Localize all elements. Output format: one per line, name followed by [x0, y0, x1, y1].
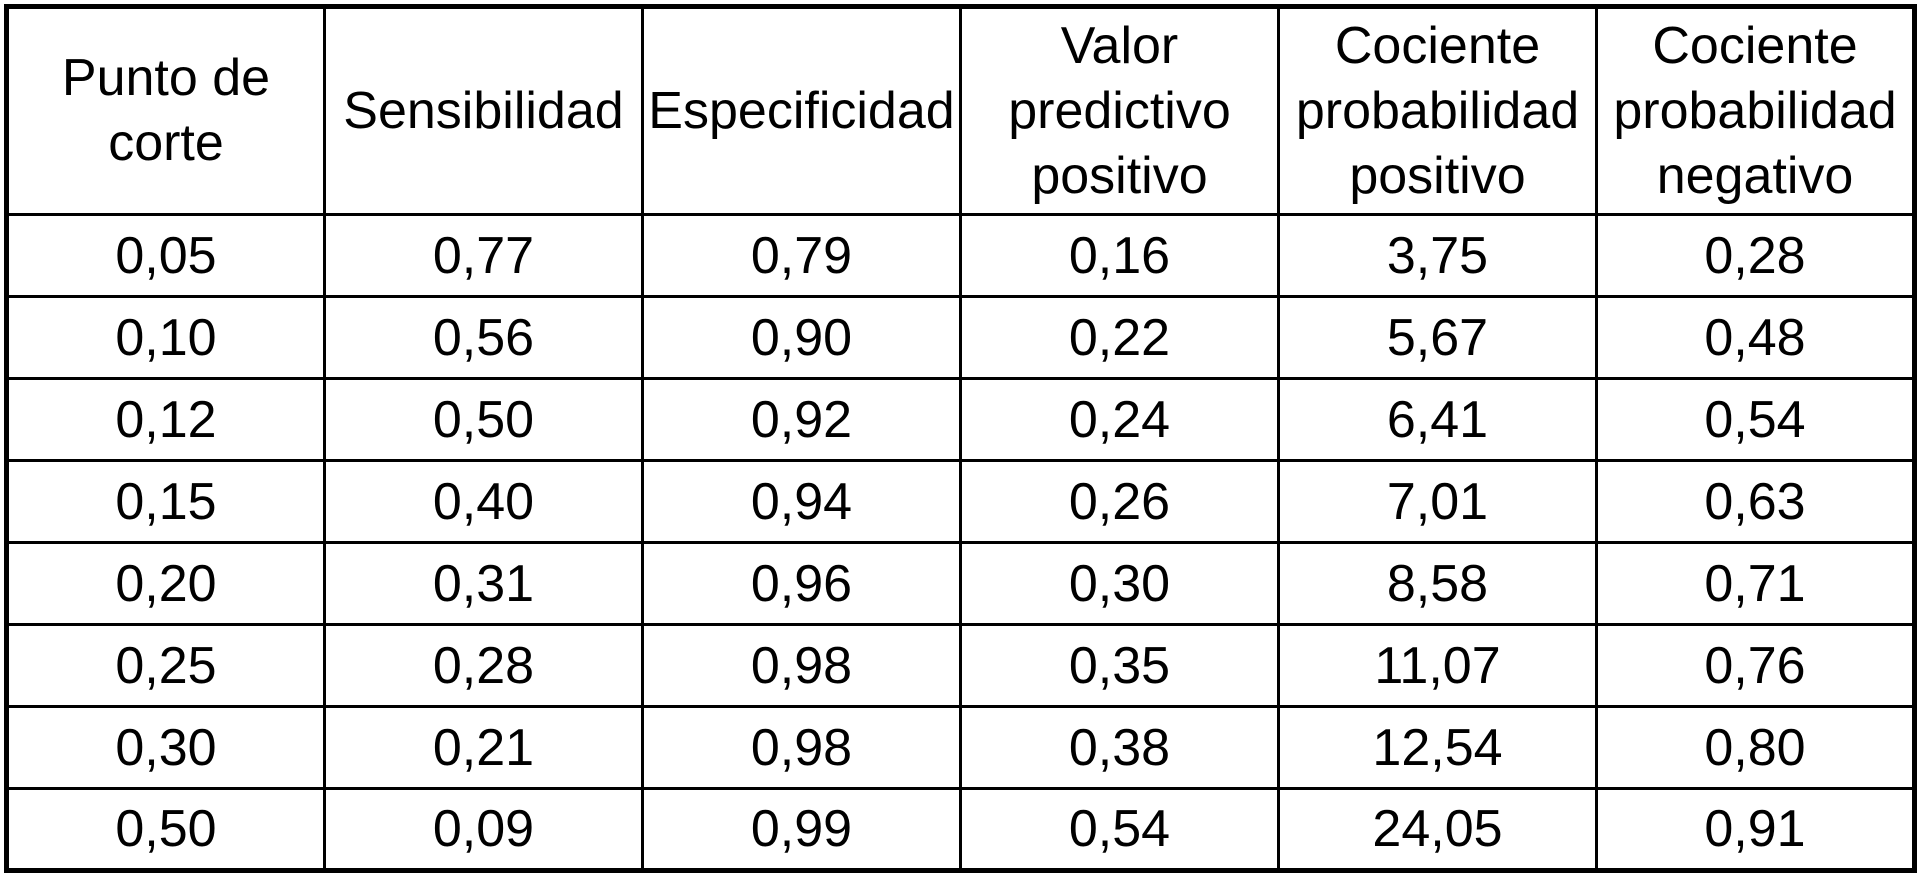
data-cell: 0,38 [959, 705, 1280, 790]
data-cell: 0,26 [959, 459, 1280, 544]
table-row: 0,10 0,56 0,90 0,22 5,67 0,48 [5, 295, 1916, 380]
data-cell: 0,56 [323, 295, 644, 380]
header-cell-especificidad: Especificidad [641, 5, 962, 216]
data-cell: 0,09 [323, 787, 644, 872]
header-cell-cociente-probabilidad-positivo: Cociente probabilidad positivo [1277, 5, 1598, 216]
data-cell: 0,90 [641, 295, 962, 380]
data-cell: 0,16 [959, 213, 1280, 298]
header-cell-punto-de-corte: Punto de corte [5, 5, 326, 216]
data-cell: 0,76 [1595, 623, 1916, 708]
data-cell: 0,25 [5, 623, 326, 708]
data-cell: 0,98 [641, 623, 962, 708]
data-cell: 8,58 [1277, 541, 1598, 626]
header-cell-valor-predictivo-positivo: Valor predictivo positivo [959, 5, 1280, 216]
data-cell: 0,99 [641, 787, 962, 872]
data-cell: 5,67 [1277, 295, 1598, 380]
data-cell: 0,98 [641, 705, 962, 790]
header-cell-cociente-probabilidad-negativo: Cociente probabilidad negativo [1595, 5, 1916, 216]
data-cell: 3,75 [1277, 213, 1598, 298]
data-cell: 0,20 [5, 541, 326, 626]
data-cell: 0,54 [959, 787, 1280, 872]
data-cell: 0,12 [5, 377, 326, 462]
table-row: 0,50 0,09 0,99 0,54 24,05 0,91 [5, 787, 1916, 872]
data-cell: 0,77 [323, 213, 644, 298]
table-row: 0,05 0,77 0,79 0,16 3,75 0,28 [5, 213, 1916, 298]
data-cell: 0,50 [5, 787, 326, 872]
data-cell: 0,92 [641, 377, 962, 462]
table-row: 0,25 0,28 0,98 0,35 11,07 0,76 [5, 623, 1916, 708]
data-cell: 6,41 [1277, 377, 1598, 462]
data-cell: 0,63 [1595, 459, 1916, 544]
table-header: Punto de corte Sensibilidad Especificida… [5, 5, 1916, 216]
data-cell: 0,80 [1595, 705, 1916, 790]
data-cell: 0,28 [1595, 213, 1916, 298]
data-cell: 0,30 [5, 705, 326, 790]
data-cell: 0,35 [959, 623, 1280, 708]
table-body: 0,05 0,77 0,79 0,16 3,75 0,28 0,10 0,56 … [5, 213, 1916, 872]
data-cell: 0,15 [5, 459, 326, 544]
data-cell: 0,71 [1595, 541, 1916, 626]
header-cell-sensibilidad: Sensibilidad [323, 5, 644, 216]
data-cell: 0,10 [5, 295, 326, 380]
data-cell: 12,54 [1277, 705, 1598, 790]
data-cell: 0,24 [959, 377, 1280, 462]
header-row: Punto de corte Sensibilidad Especificida… [5, 5, 1916, 216]
data-cell: 0,91 [1595, 787, 1916, 872]
data-cell: 0,22 [959, 295, 1280, 380]
table-container: Punto de corte Sensibilidad Especificida… [4, 4, 1917, 873]
data-cell: 11,07 [1277, 623, 1598, 708]
data-cell: 0,31 [323, 541, 644, 626]
data-cell: 0,28 [323, 623, 644, 708]
data-cell: 0,96 [641, 541, 962, 626]
data-cell: 0,05 [5, 213, 326, 298]
data-cell: 0,30 [959, 541, 1280, 626]
data-cell: 0,48 [1595, 295, 1916, 380]
data-cell: 7,01 [1277, 459, 1598, 544]
table-row: 0,20 0,31 0,96 0,30 8,58 0,71 [5, 541, 1916, 626]
data-cell: 0,40 [323, 459, 644, 544]
data-cell: 0,79 [641, 213, 962, 298]
data-cell: 0,21 [323, 705, 644, 790]
data-cell: 0,54 [1595, 377, 1916, 462]
table-row: 0,12 0,50 0,92 0,24 6,41 0,54 [5, 377, 1916, 462]
data-cell: 0,50 [323, 377, 644, 462]
data-cell: 0,94 [641, 459, 962, 544]
data-cell: 24,05 [1277, 787, 1598, 872]
diagnostic-accuracy-table: Punto de corte Sensibilidad Especificida… [4, 4, 1917, 873]
table-row: 0,15 0,40 0,94 0,26 7,01 0,63 [5, 459, 1916, 544]
table-row: 0,30 0,21 0,98 0,38 12,54 0,80 [5, 705, 1916, 790]
